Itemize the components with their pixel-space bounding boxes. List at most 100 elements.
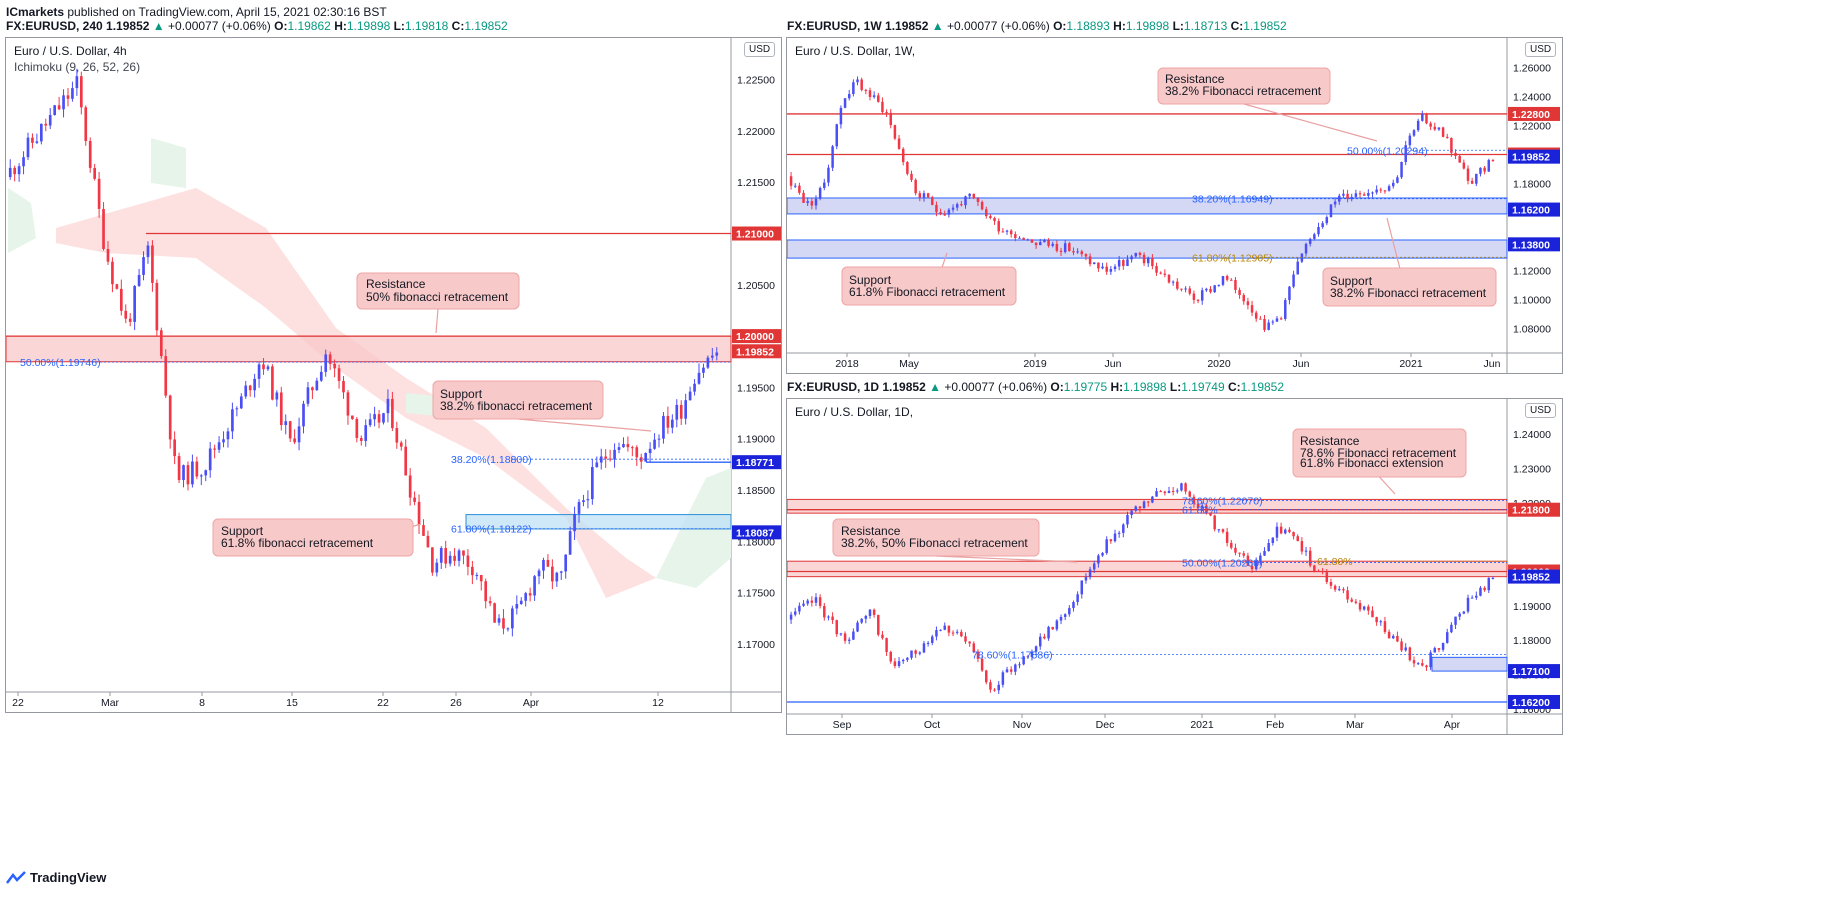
candle-body (502, 618, 505, 629)
candle-body (1325, 217, 1329, 224)
high-value: 1.19898 (346, 19, 391, 33)
candle-body (1117, 532, 1121, 534)
candle-body (1400, 161, 1403, 178)
candle-body (244, 385, 248, 397)
indicator-label[interactable]: Ichimoku (9, 26, 52, 26) (14, 60, 141, 74)
candle-body (964, 196, 967, 206)
candle-body (417, 501, 421, 526)
y-tick-label: 1.24000 (1513, 429, 1551, 441)
candle-body (1483, 167, 1486, 172)
price-tag-bg (732, 525, 781, 540)
candle-body (608, 458, 612, 460)
candle-body (885, 112, 888, 114)
candle-body (248, 385, 252, 391)
candle-body (453, 555, 456, 561)
candle-body (860, 618, 863, 623)
candle-body (1084, 254, 1088, 257)
currency-button[interactable]: USD (1525, 42, 1557, 57)
candle-body (835, 620, 839, 635)
candle-body (253, 378, 256, 391)
candle-body (818, 187, 822, 199)
candle-body (328, 354, 332, 364)
candle-body (191, 461, 194, 485)
candle-body (1296, 261, 1299, 275)
price-tag-bg (1508, 237, 1560, 252)
candle-body (168, 395, 172, 440)
high-value: 1.19898 (1123, 380, 1167, 394)
candle-body (1338, 589, 1341, 591)
candle-body (1117, 260, 1121, 267)
candle-body (315, 380, 319, 391)
candle-body (79, 76, 83, 108)
candle-body (239, 396, 243, 409)
candle-body (213, 448, 216, 450)
change: +0.00077 (+0.06%) (944, 380, 1048, 394)
candle-body (444, 547, 448, 564)
c-label: C: (451, 19, 465, 33)
candle-body (1404, 145, 1407, 162)
candle-body (1362, 606, 1366, 610)
candle-body (897, 138, 901, 149)
candle-body (1396, 635, 1399, 642)
open-value: 1.19775 (1063, 380, 1108, 394)
candle-body (1350, 599, 1353, 602)
candle-body (1134, 506, 1138, 511)
candle-body (1412, 130, 1416, 136)
candle-body (1242, 553, 1245, 556)
chart-svg-w1[interactable]: 50.00%(1.20294) 38.20%(1.16949) 61.80%(1.1… (787, 38, 1563, 374)
candle-body (262, 364, 265, 370)
candle-body (960, 631, 963, 637)
c-label: C: (1230, 19, 1244, 33)
author-name[interactable]: ICmarkets (6, 5, 65, 19)
candle-body (1346, 590, 1349, 600)
candle-body (839, 107, 843, 125)
candle-body (1105, 266, 1108, 272)
currency-button[interactable]: USD (1525, 403, 1557, 418)
footer-brand[interactable]: TradingView (6, 870, 106, 885)
candle-body (910, 173, 913, 180)
candle-body (906, 657, 909, 660)
chart-svg-h4[interactable]: 50.00%(1.19746) 38.20%(1.18800) 61.80%(1.1… (6, 38, 782, 713)
price-tag-bg (1508, 694, 1560, 709)
callout-pointer (935, 555, 1078, 563)
candle-body (1259, 318, 1262, 320)
currency-button[interactable]: USD (744, 42, 776, 57)
y-tick-label: 1.21500 (737, 177, 775, 189)
candle-body (968, 193, 971, 197)
candle-body (939, 629, 942, 631)
candle-body (257, 364, 261, 379)
x-tick-label: 2019 (1023, 358, 1047, 370)
close-value: 1.19852 (1240, 380, 1285, 394)
candle-body (877, 614, 880, 635)
chart-panel-h4[interactable]: 50.00%(1.19746) 38.20%(1.18800) 61.80%(1.1… (5, 37, 782, 713)
y-tick-label: 1.18000 (1513, 178, 1551, 190)
annotation-text: 61.8% fibonacci retracement (221, 536, 374, 550)
candle-body (284, 421, 288, 426)
chart-panel-d1[interactable]: 78.60%(1.22070) 61.80% 50.00%(1.20260) 61.8… (786, 398, 1563, 735)
price-tag-label: 1.17100 (1512, 666, 1550, 678)
candle-body (1080, 580, 1084, 595)
chart-panel-w1[interactable]: 50.00%(1.20294) 38.20%(1.16949) 61.80%(1.1… (786, 37, 1563, 374)
candle-body (926, 642, 930, 644)
chart-svg-d1[interactable]: 78.60%(1.22070)61.80%50.00%(1.20260) 61.8… (787, 399, 1563, 735)
candle-body (1454, 616, 1457, 625)
candle-body (1288, 286, 1291, 301)
candle-body (1392, 635, 1395, 639)
y-tick-label: 1.22000 (1513, 121, 1551, 133)
x-tick-label: 2020 (1207, 358, 1231, 370)
fib-label: 50.00%(1.20260) (1182, 558, 1263, 570)
annotation-text: Resistance (841, 524, 901, 538)
candle-body (1433, 648, 1437, 653)
candle-body (479, 575, 483, 582)
low-value: 1.19818 (404, 19, 449, 33)
candle-body (951, 207, 955, 210)
price-zone (465, 514, 732, 530)
price-tag-bg (732, 344, 781, 359)
candle-body (511, 608, 514, 629)
candle-body (864, 89, 868, 91)
candle-body (993, 218, 996, 222)
fib-label: 61.80%(1.12905) (1192, 252, 1273, 264)
candle-body (39, 123, 43, 142)
candle-body (1138, 506, 1142, 509)
candle-body (1421, 113, 1424, 121)
